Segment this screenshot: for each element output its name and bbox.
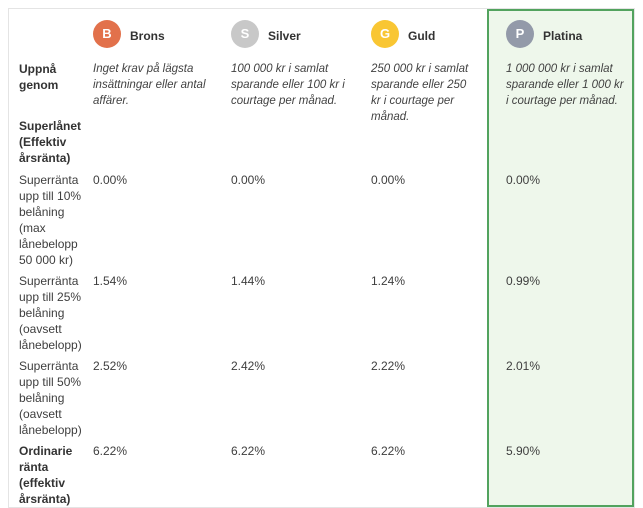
corner-cell	[9, 9, 93, 56]
tier-header-silver: S Silver	[231, 9, 371, 56]
cell-superranta25-brons: 1.54%	[93, 274, 128, 288]
row-label-superlanet: Superlånet (Effektiv årsränta)	[19, 119, 82, 165]
cell-uppna-platina: 1 000 000 kr i samlat sparande eller 1 0…	[487, 56, 634, 113]
cell-superlanet-guld	[371, 113, 487, 167]
silver-badge-icon: S	[231, 20, 259, 48]
cell-uppna-guld: 250 000 kr i samlat sparande eller 250 k…	[371, 63, 469, 123]
cell-ordinarie-silver: 6.22%	[231, 444, 266, 458]
cell-ordinarie-platina: 5.90%	[487, 438, 634, 507]
cell-superranta50-platina: 2.01%	[487, 353, 634, 438]
row-label-superranta-10: Superränta upp till 10% belåning (max lå…	[19, 173, 82, 267]
cell-superranta50-brons: 2.52%	[93, 359, 128, 373]
cell-superranta25-guld: 1.24%	[371, 274, 406, 288]
cell-superlanet-brons	[93, 113, 231, 167]
tier-comparison-table: B Brons S Silver G Guld P Platina Uppnå …	[8, 8, 635, 508]
cell-superlanet-silver	[231, 113, 371, 167]
cell-superlanet-platina	[487, 113, 634, 167]
cell-ordinarie-brons: 6.22%	[93, 444, 128, 458]
tier-name-guld: Guld	[408, 29, 436, 43]
cell-superranta10-guld: 0.00%	[371, 173, 406, 187]
tier-name-silver: Silver	[268, 29, 301, 43]
tier-header-guld: G Guld	[371, 9, 487, 56]
brons-badge-icon: B	[93, 20, 121, 48]
cell-uppna-silver: 100 000 kr i samlat sparande eller 100 k…	[231, 63, 345, 107]
cell-uppna-brons: Inget krav på lägsta insättningar eller …	[93, 63, 206, 107]
row-label-uppna-genom: Uppnå genom	[19, 62, 59, 92]
row-label-superranta-25: Superränta upp till 25% belåning (oavset…	[19, 274, 82, 352]
cell-superranta25-silver: 1.44%	[231, 274, 266, 288]
cell-ordinarie-guld: 6.22%	[371, 444, 406, 458]
guld-badge-icon: G	[371, 20, 399, 48]
row-label-superranta-50: Superränta upp till 50% belåning (oavset…	[19, 359, 82, 437]
cell-superranta10-silver: 0.00%	[231, 173, 266, 187]
tier-name-platina: Platina	[543, 29, 583, 43]
platina-badge-icon: P	[506, 20, 534, 48]
cell-superranta50-guld: 2.22%	[371, 359, 406, 373]
cell-superranta25-platina: 0.99%	[487, 268, 634, 353]
cell-superranta10-platina: 0.00%	[487, 167, 634, 268]
tier-header-platina: P Platina	[487, 9, 634, 56]
row-label-ordinarie-ranta: Ordinarie ränta (effektiv årsränta)	[19, 444, 73, 506]
cell-superranta10-brons: 0.00%	[93, 173, 128, 187]
cell-superranta50-silver: 2.42%	[231, 359, 266, 373]
tier-name-brons: Brons	[130, 29, 165, 43]
tier-header-brons: B Brons	[93, 9, 231, 56]
